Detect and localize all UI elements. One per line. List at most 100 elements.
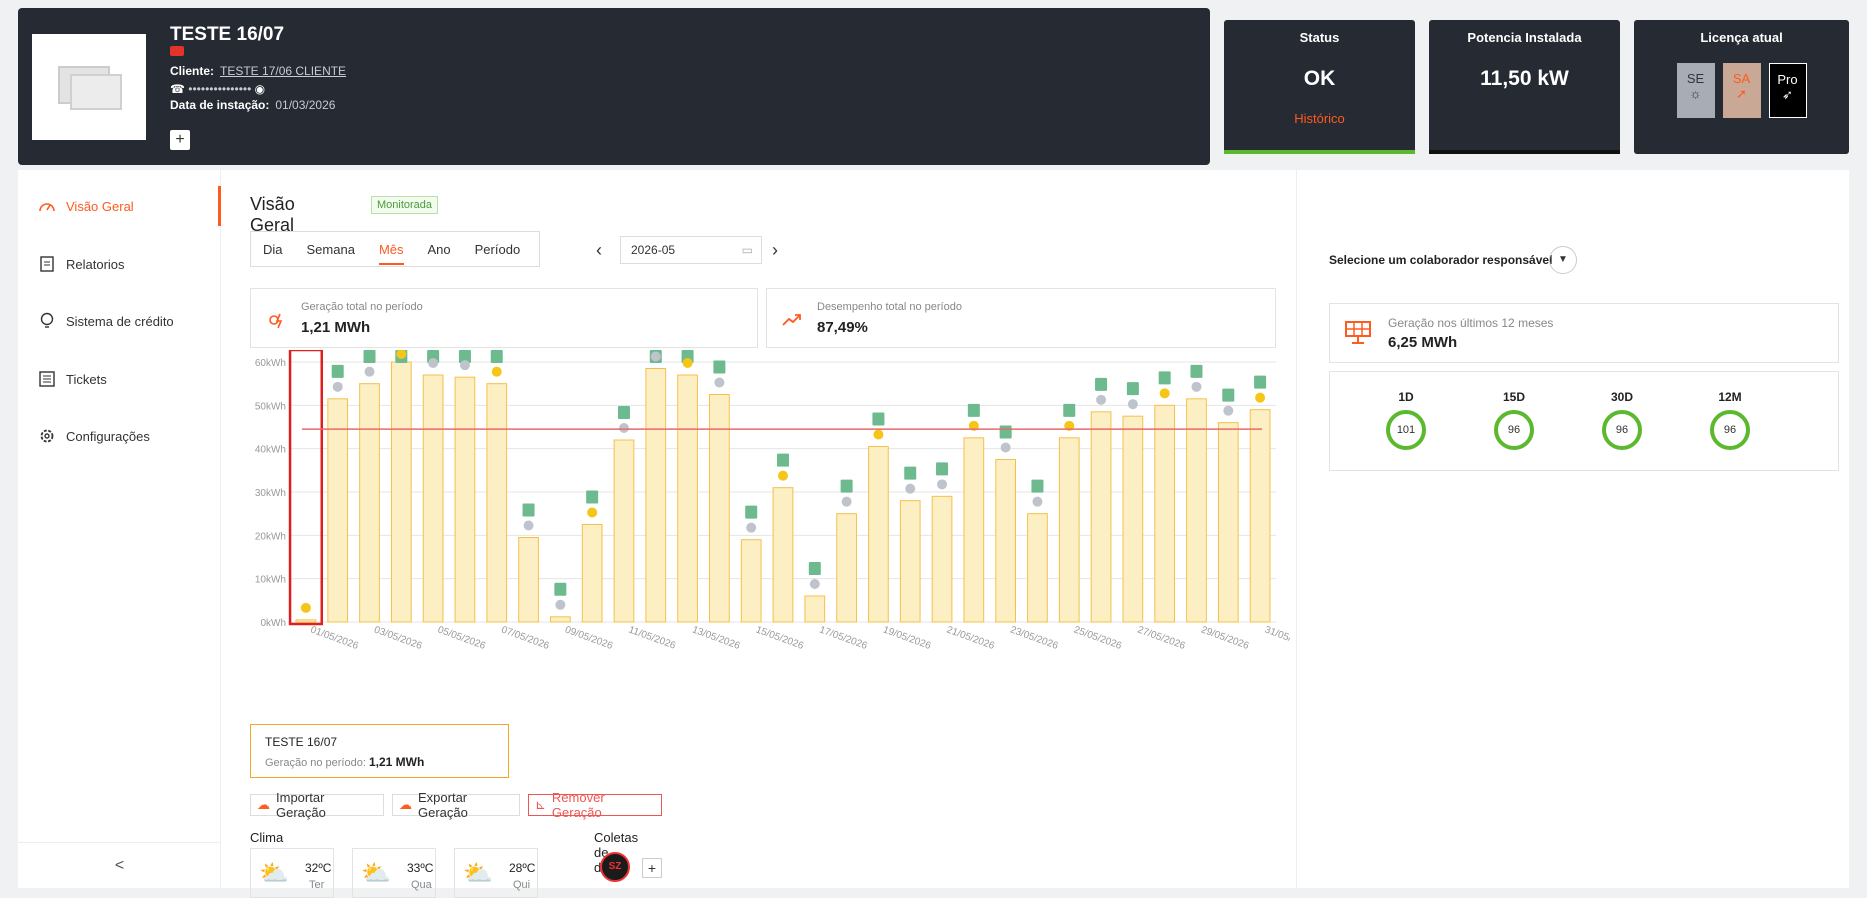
y-tick-label: 30kWh: [255, 488, 286, 499]
tab-dia[interactable]: Dia: [263, 241, 283, 257]
sidebar-item-sistema-credito[interactable]: Sistema de crédito: [18, 301, 221, 341]
y-tick-label: 10kWh: [255, 575, 286, 586]
collapse-sidebar-button[interactable]: <: [18, 842, 221, 888]
chart-bar: [836, 513, 857, 623]
sidebar-item-label: Relatorios: [66, 256, 125, 272]
perf-12m: 12M 96: [1700, 390, 1760, 450]
chart-bar: [518, 537, 539, 623]
csv-file-icon: [1222, 388, 1235, 402]
x-tick-label: 27/05/2026: [1136, 624, 1187, 652]
chart-bar: [1027, 513, 1048, 623]
remove-generation-button[interactable]: ⊾ Remover Geração: [528, 790, 662, 820]
sidebar-item-label: Visão Geral: [66, 198, 134, 214]
weather-card: ⛅ 33ºC Qua: [352, 848, 436, 898]
collaborator-dropdown-button[interactable]: ▼: [1549, 246, 1577, 274]
chart-bar: [1154, 404, 1176, 623]
csv-file-icon: [363, 350, 376, 363]
climate-label: Clima: [250, 830, 284, 845]
sidebar-item-label: Tickets: [66, 371, 107, 387]
calendar-icon: ▭: [741, 243, 753, 257]
prev-period-button[interactable]: ‹: [596, 240, 602, 260]
import-generation-button[interactable]: ☁ Importar Geração: [250, 790, 384, 820]
sidebar-item-relatorios[interactable]: Relatorios: [18, 244, 221, 284]
perf-ring: 96: [1710, 410, 1750, 450]
weather-icon: [396, 350, 407, 359]
sidebar-item-label: Configurações: [66, 428, 150, 444]
weather-icon: [650, 351, 661, 362]
collector-avatar[interactable]: SZ: [600, 852, 630, 882]
tab-periodo[interactable]: Período: [474, 241, 521, 257]
sidebar-item-configuracoes[interactable]: Configurações: [18, 416, 221, 456]
date-picker-input[interactable]: 2026-05 ▭: [620, 236, 762, 264]
rocket-icon: ➶: [1782, 87, 1793, 102]
weather-icon: [618, 423, 629, 433]
y-tick-label: 60kWh: [255, 358, 286, 369]
weather-day: Ter: [309, 879, 325, 891]
solar-energy-icon: [265, 309, 287, 331]
csv-file-icon: [872, 412, 885, 426]
chart-bar: [899, 500, 921, 623]
license-sa[interactable]: SA ➚: [1722, 63, 1761, 118]
x-tick-label: 31/05/2026: [1263, 624, 1290, 652]
y-tick-label: 0kWh: [260, 618, 286, 629]
eye-icon[interactable]: ◉: [254, 82, 266, 96]
export-generation-button[interactable]: ☁ Exportar Geração: [392, 790, 520, 820]
license-se[interactable]: SE ☼: [1676, 63, 1715, 118]
tab-semana[interactable]: Semana: [306, 241, 355, 257]
chart-bar: [581, 524, 603, 623]
csv-file-icon: [522, 503, 535, 517]
x-tick-label: 23/05/2026: [1009, 624, 1060, 652]
chart-bar: [1058, 437, 1080, 623]
sidebar-item-visao-geral[interactable]: Visão Geral: [18, 186, 221, 226]
next-period-button[interactable]: ›: [772, 240, 778, 260]
stat-value: 87,49%: [817, 319, 868, 336]
sidebar-item-label: Sistema de crédito: [66, 313, 174, 329]
x-tick-label: 05/05/2026: [436, 624, 487, 652]
content-panel: Visão Geral Relatorios Sistema de crédit…: [18, 170, 1849, 898]
weather-icon: [968, 420, 979, 431]
license-pro[interactable]: Pro ➶: [1768, 63, 1807, 118]
csv-file-icon: [808, 562, 821, 575]
weather-icon: [523, 520, 534, 531]
x-tick-label: 19/05/2026: [881, 624, 932, 652]
tab-mes[interactable]: Mês: [367, 232, 416, 266]
x-tick-label: 11/05/2026: [627, 624, 678, 651]
weather-icon: [682, 358, 693, 368]
license-card: Licença atual SE ☼ SA ➚ Pro ➶: [1634, 20, 1849, 154]
solar-panel-icon: [1344, 320, 1372, 351]
tab-ano[interactable]: Ano: [427, 241, 451, 257]
csv-file-icon: [1063, 403, 1076, 417]
weather-icon: [459, 360, 470, 371]
weather-icon: [809, 579, 820, 589]
weather-icon: [1223, 405, 1234, 416]
sun-icon: ☼: [1689, 86, 1702, 101]
add-collector-button[interactable]: +: [642, 858, 662, 878]
sidebar-item-tickets[interactable]: Tickets: [18, 359, 221, 399]
document-icon: [38, 255, 56, 273]
history-link[interactable]: Histórico: [1294, 111, 1345, 126]
stat-label: Geração total no período: [301, 301, 423, 313]
power-title: Potencia Instalada: [1467, 30, 1582, 45]
csv-file-icon: [1126, 382, 1139, 396]
weather-card: ⛅ 28ºC Qui: [454, 848, 538, 898]
y-tick-label: 40kWh: [255, 445, 286, 456]
chart-bar: [772, 487, 794, 623]
add-button[interactable]: +: [170, 130, 190, 150]
remove-chart-icon: ⊾: [535, 797, 546, 812]
chart-bar: [613, 439, 635, 623]
csv-file-icon: [1254, 375, 1267, 389]
chart-bar: [1249, 409, 1271, 623]
collaborator-select-label: Selecione um colaborador responsável: [1329, 253, 1553, 267]
weather-icon: [555, 599, 566, 610]
system-summary-box[interactable]: TESTE 16/07 Geração no período: 1,21 MWh: [250, 724, 509, 778]
weather-icon: [300, 602, 311, 613]
chart-bar: [963, 437, 985, 623]
right-panel: Selecione um colaborador responsável ▼ G…: [1296, 170, 1849, 888]
flag-icon: [170, 46, 184, 56]
client-link[interactable]: TESTE 17/06 CLIENTE: [220, 64, 347, 78]
chart-bar: [1122, 415, 1144, 623]
chart-bar: [804, 595, 826, 623]
x-tick-label: 13/05/2026: [691, 624, 742, 652]
page-title: Visão Geral: [250, 194, 295, 235]
system-logo: [32, 34, 146, 140]
